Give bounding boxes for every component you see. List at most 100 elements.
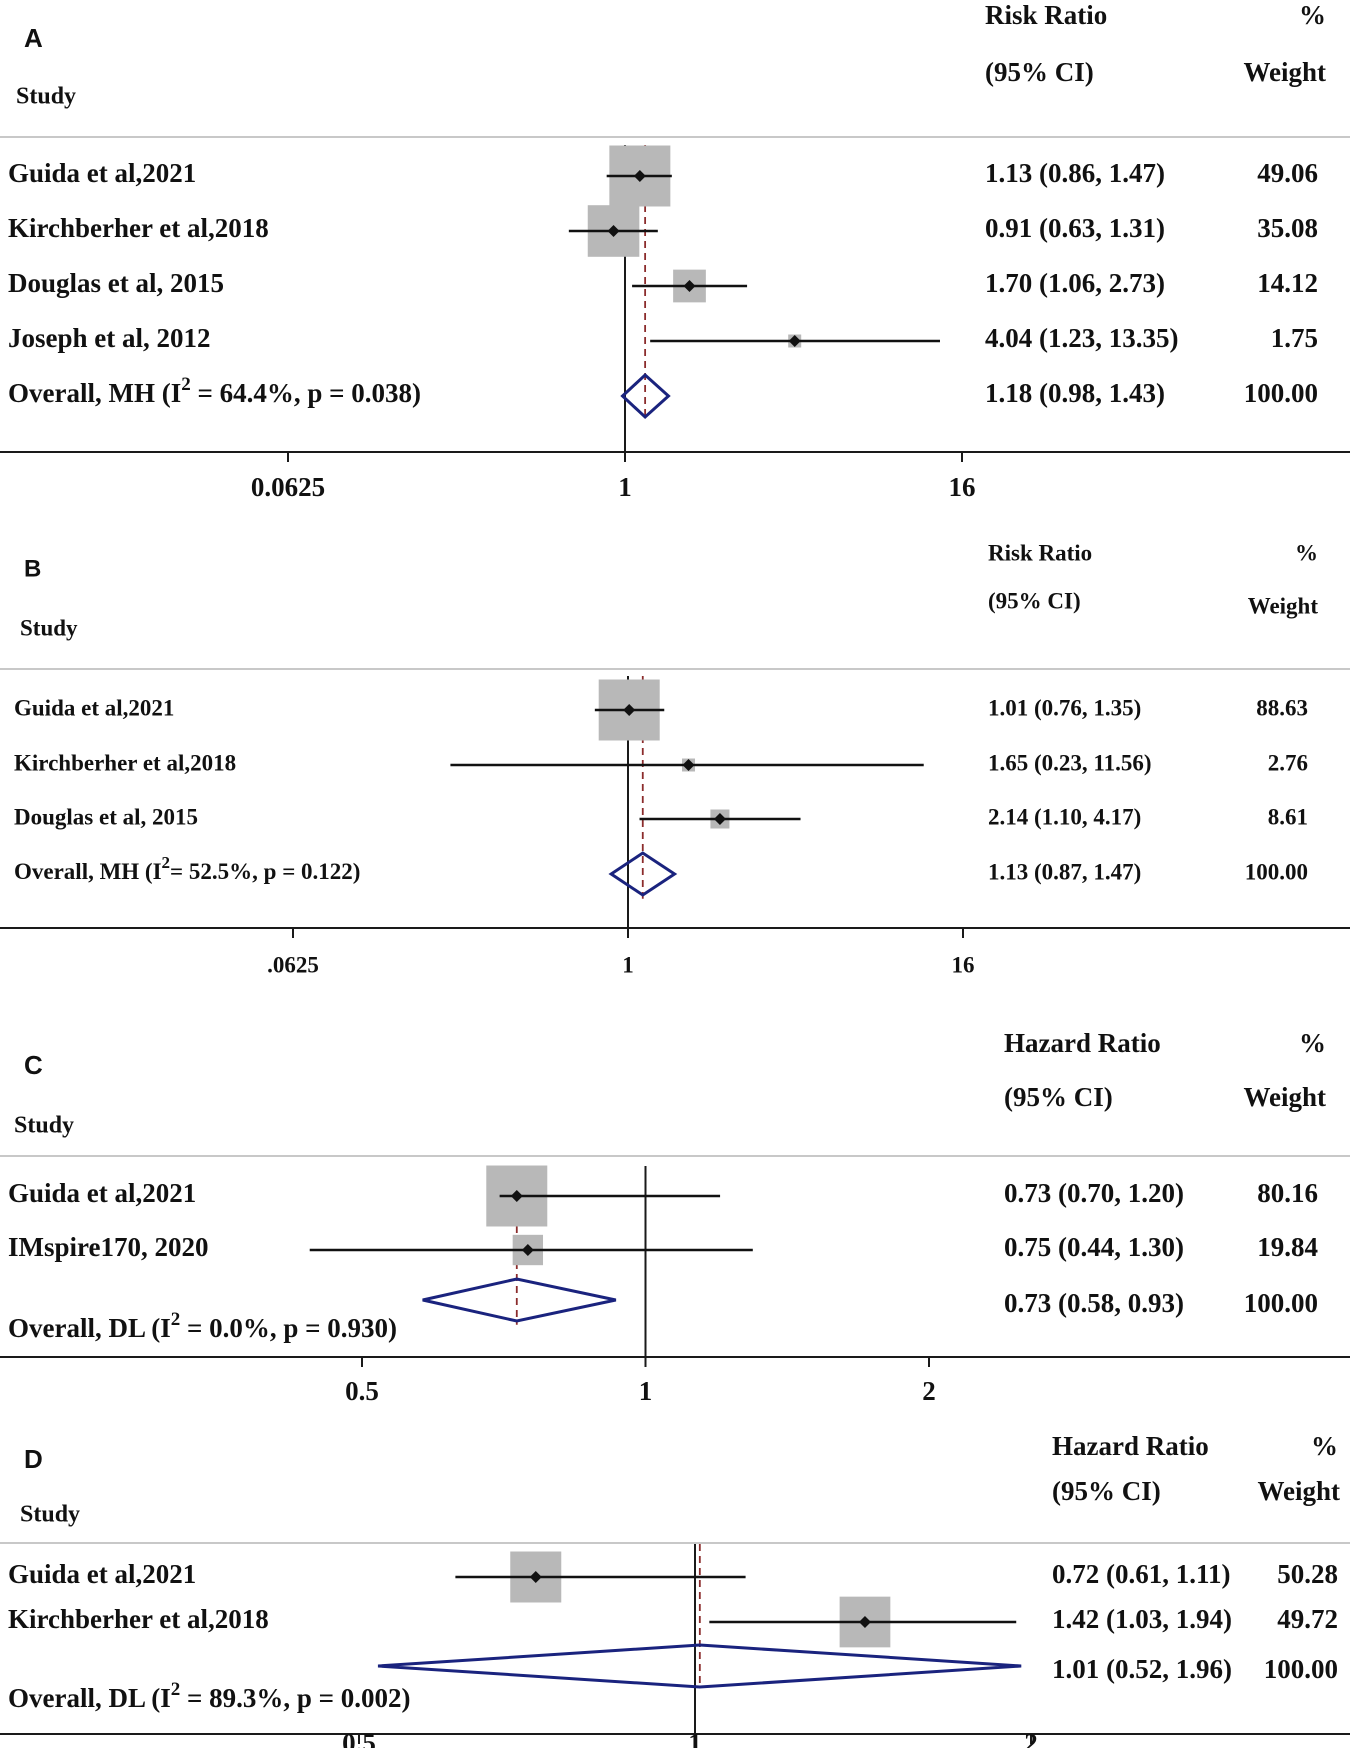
overall-weight-text: 100.00 (1264, 1654, 1338, 1684)
forest-panel-b: B Study Risk Ratio (95% CI)% Weight .0625 1 16 G… (0, 540, 1350, 977)
ci-header: (95% CI) (1004, 1082, 1113, 1112)
forest-panel-a: A Study Risk Ratio (95% CI)% Weight 0.0625 1 16… (0, 0, 1350, 502)
overall-label: Overall, DL (I2 = 0.0%, p = 0.930) (8, 1309, 397, 1343)
ci-header: (95% CI) (985, 57, 1094, 87)
overall-label-text: Overall, DL (I (8, 1683, 171, 1713)
overall-ci-text: 1.01 (0.52, 1.96) (1052, 1654, 1232, 1684)
study-point-estimate (510, 1190, 523, 1202)
x-axis-tick-label: 0.5 (342, 1728, 376, 1748)
overall-label: Overall, DL (I2 = 89.3%, p = 0.002) (8, 1679, 411, 1713)
measure-header: Hazard Ratio (1052, 1431, 1209, 1461)
study-ci-text: 1.01 (0.76, 1.35) (988, 695, 1141, 720)
ci-header: (95% CI) (988, 588, 1081, 613)
overall-label-stats: = 0.0%, p = 0.930) (180, 1313, 397, 1343)
x-axis-tick-label: 16 (952, 952, 975, 977)
study-name: Kirchberher et al,2018 (14, 750, 236, 775)
overall-label-superscript: 2 (171, 1679, 181, 1700)
overall-ci-text: 0.73 (0.58, 0.93) (1004, 1288, 1184, 1318)
study-point-estimate (788, 335, 801, 347)
panel-label: B (24, 555, 41, 582)
study-point-estimate (529, 1571, 542, 1583)
study-name: Guida et al,2021 (8, 1178, 196, 1208)
study-ci-text: 1.65 (0.23, 11.56) (988, 750, 1152, 775)
overall-label-superscript: 2 (181, 374, 191, 395)
study-ci-text: 0.91 (0.63, 1.31) (985, 213, 1165, 243)
study-point-estimate (607, 225, 620, 237)
study-point-estimate (713, 813, 726, 825)
overall-label-text: Overall, MH (I (14, 859, 162, 884)
study-column-header: Study (20, 1502, 80, 1528)
measure-header: Hazard Ratio (1004, 1028, 1161, 1058)
study-weight-text: 88.63 (1256, 695, 1308, 720)
study-name: Joseph et al, 2012 (8, 323, 211, 353)
study-weight-text: 19.84 (1257, 1232, 1318, 1262)
overall-weight-text: 100.00 (1245, 859, 1308, 884)
overall-diamond (620, 372, 671, 420)
panel-label: D (24, 1444, 43, 1474)
x-axis-tick-label: 0.5 (345, 1376, 379, 1406)
study-name: Guida et al,2021 (8, 1559, 196, 1589)
study-ci-text: 1.70 (1.06, 2.73) (985, 268, 1165, 298)
x-axis-tick-label: 1 (622, 952, 634, 977)
overall-label-superscript: 2 (171, 1309, 181, 1330)
study-ci-text: 0.75 (0.44, 1.30) (1004, 1232, 1184, 1262)
study-ci-text: 1.13 (0.86, 1.47) (985, 158, 1165, 188)
weight-header: Weight (1243, 1082, 1326, 1112)
forest-panel-c: C Study Hazard Ratio (95% CI)% Weight 0.5 1 2 Gu… (0, 1028, 1350, 1406)
overall-diamond (608, 851, 678, 897)
study-weight-text: 8.61 (1268, 804, 1308, 829)
weight-header: Weight (1243, 57, 1326, 87)
x-axis-tick-label: 2 (1024, 1728, 1038, 1748)
weight-header-percent: % (1299, 0, 1326, 30)
study-weight-text: 14.12 (1257, 268, 1318, 298)
x-axis-tick-label: 1 (639, 1376, 653, 1406)
forest-panel-d: D Study Hazard Ratio (95% CI)% Weight 0.5 1 2 Gu… (0, 1431, 1350, 1748)
ci-header: (95% CI) (1052, 1476, 1161, 1506)
study-column-header: Study (20, 615, 78, 640)
overall-label-text: Overall, MH (I (8, 378, 181, 408)
study-point-estimate (633, 170, 646, 182)
x-axis-tick-label: 0.0625 (251, 472, 325, 502)
study-name: Guida et al,2021 (8, 158, 196, 188)
study-point-estimate (521, 1244, 534, 1256)
overall-label-stats: = 64.4%, p = 0.038) (191, 378, 421, 408)
study-point-estimate (682, 759, 695, 771)
study-weight-text: 50.28 (1277, 1559, 1338, 1589)
study-name: Kirchberher et al,2018 (8, 1604, 269, 1634)
study-name: IMspire170, 2020 (8, 1232, 209, 1262)
study-ci-text: 4.04 (1.23, 13.35) (985, 323, 1178, 353)
measure-header: Risk Ratio (985, 0, 1107, 30)
study-point-estimate (683, 280, 696, 292)
panel-label: C (24, 1050, 43, 1080)
study-point-estimate (623, 704, 636, 716)
x-axis-tick-label: 1 (618, 472, 632, 502)
study-weight-text: 80.16 (1257, 1178, 1318, 1208)
study-weight-text: 35.08 (1257, 213, 1318, 243)
study-name: Kirchberher et al,2018 (8, 213, 269, 243)
overall-ci-text: 1.18 (0.98, 1.43) (985, 378, 1165, 408)
study-name: Douglas et al, 2015 (8, 268, 224, 298)
panel-label: A (24, 23, 43, 53)
study-weight-text: 2.76 (1268, 750, 1308, 775)
study-point-estimate (858, 1616, 871, 1628)
weight-header-percent: % (1295, 540, 1318, 565)
overall-label-text: Overall, DL (I (8, 1313, 171, 1343)
weight-header-percent: % (1299, 1028, 1326, 1058)
study-ci-text: 2.14 (1.10, 4.17) (988, 804, 1141, 829)
x-axis-tick-label: 16 (949, 472, 976, 502)
study-name: Douglas et al, 2015 (14, 804, 198, 829)
overall-diamond (377, 1643, 1022, 1689)
weight-header-percent: % (1311, 1431, 1338, 1461)
study-ci-text: 0.73 (0.70, 1.20) (1004, 1178, 1184, 1208)
study-name: Guida et al,2021 (14, 695, 174, 720)
overall-weight-text: 100.00 (1244, 378, 1318, 408)
weight-header: Weight (1257, 1476, 1340, 1506)
study-weight-text: 1.75 (1271, 323, 1318, 353)
study-weight-text: 49.06 (1257, 158, 1318, 188)
x-axis-tick-label: .0625 (267, 952, 319, 977)
overall-weight-text: 100.00 (1244, 1288, 1318, 1318)
study-weight-text: 49.72 (1277, 1604, 1338, 1634)
overall-ci-text: 1.13 (0.87, 1.47) (988, 859, 1141, 884)
overall-label-stats: = 89.3%, p = 0.002) (180, 1683, 410, 1713)
x-axis-tick-label: 1 (688, 1728, 702, 1748)
